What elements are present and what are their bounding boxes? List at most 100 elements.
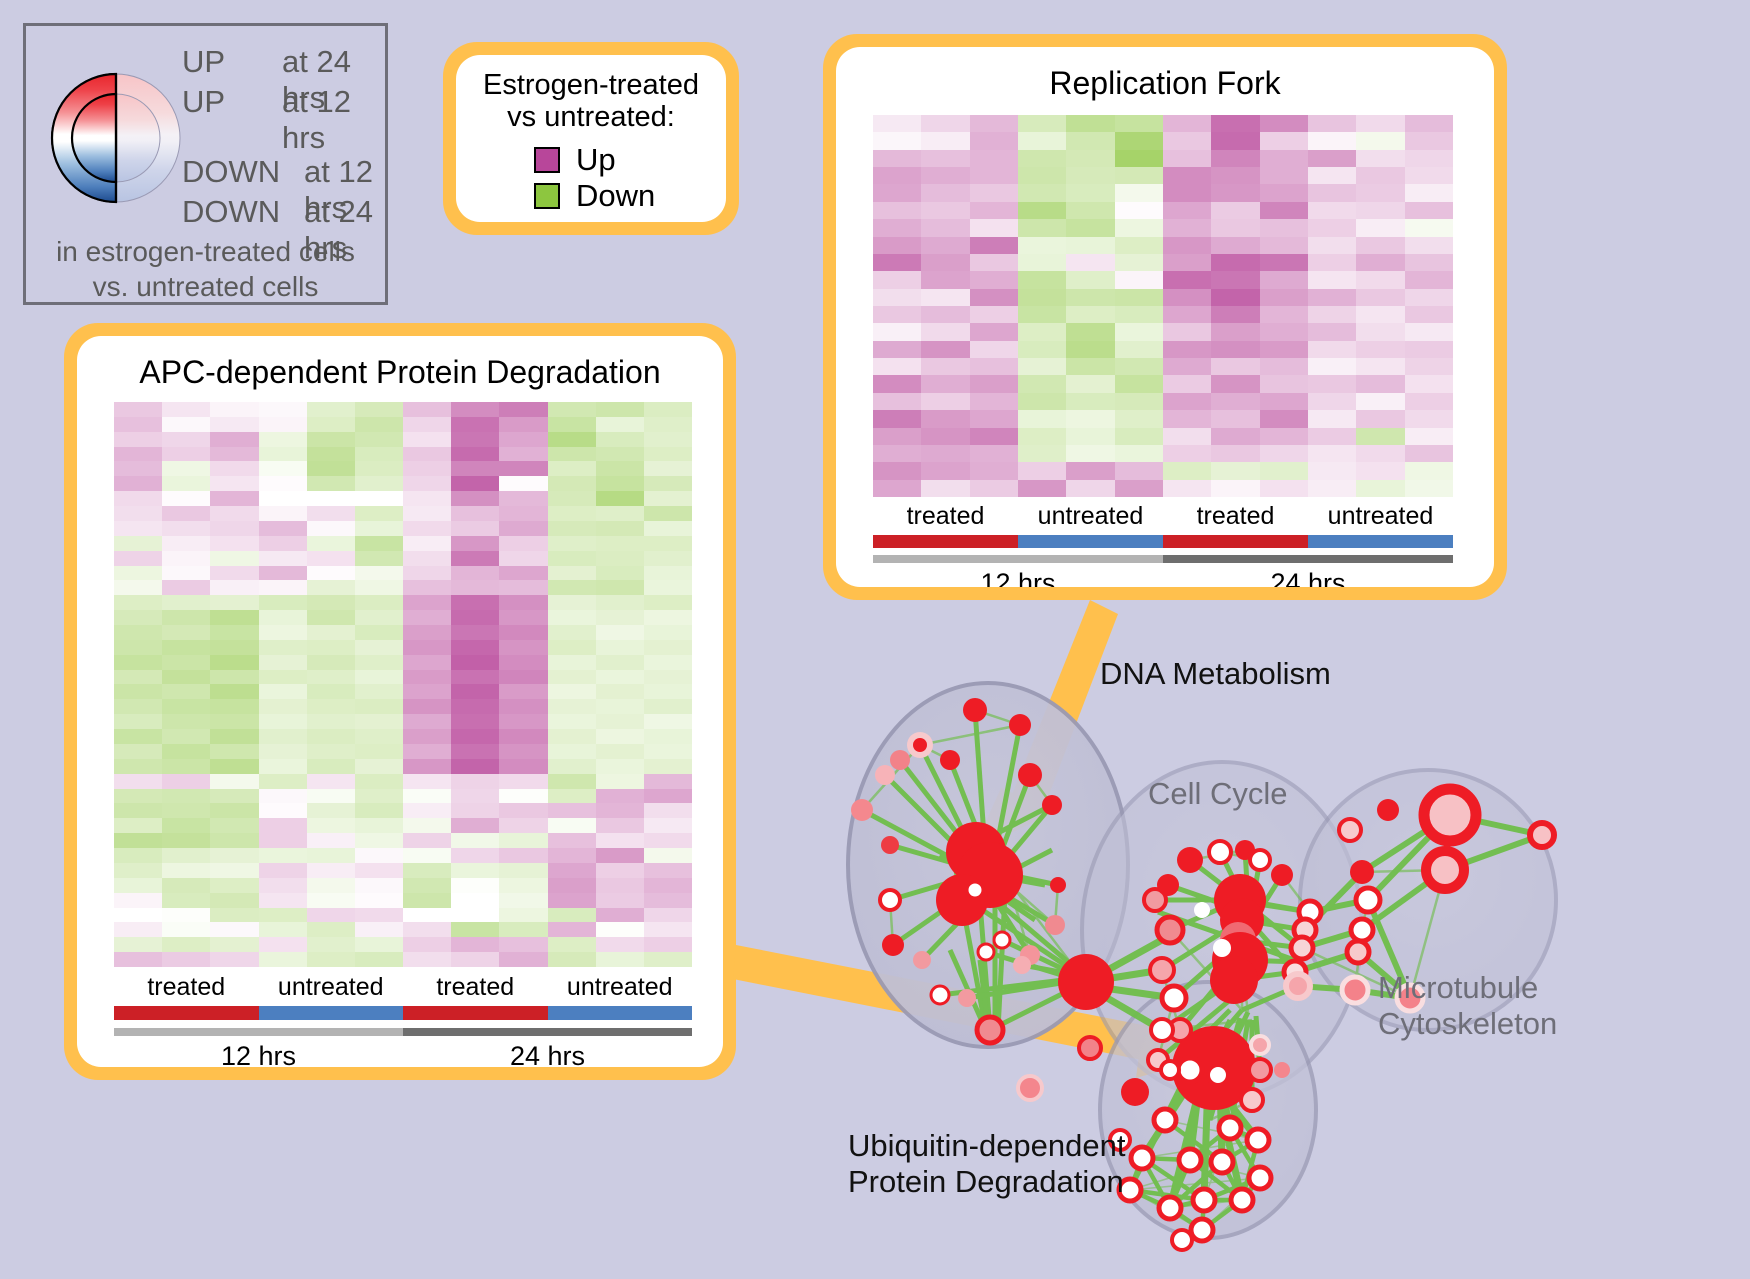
network-label-cell-cycle: Cell Cycle <box>1148 776 1288 811</box>
heatmap-cell <box>499 446 548 462</box>
apc-panel: APC-dependent Protein Degradation treate… <box>64 323 736 1080</box>
time-color-bar <box>403 1028 692 1036</box>
heatmap-cell <box>1114 201 1163 220</box>
heatmap-cell <box>1404 167 1453 185</box>
heatmap-cell <box>1307 340 1357 359</box>
heatmap-cell <box>1259 132 1308 150</box>
heatmap-cell <box>499 595 548 611</box>
heatmap-cell <box>643 491 692 507</box>
heatmap-cell <box>306 758 355 774</box>
heatmap-cell <box>306 476 355 492</box>
heatmap-cell <box>1356 271 1405 289</box>
heatmap-cell <box>1017 427 1067 445</box>
heatmap-cell <box>1404 253 1453 272</box>
group-label: treated <box>436 973 515 1001</box>
heatmap-cell <box>1307 392 1357 411</box>
heatmap-cell <box>1114 288 1163 306</box>
heatmap-cell <box>162 461 211 477</box>
heatmap-cell <box>873 305 922 324</box>
heatmap-cell <box>210 402 259 417</box>
heatmap-cell <box>403 595 452 611</box>
heatmap-cell <box>162 714 211 730</box>
heatmap-cell <box>1162 132 1212 150</box>
heatmap-cell <box>595 535 644 551</box>
heatmap-cell <box>258 446 307 462</box>
heatmap-cell <box>1307 479 1357 497</box>
heatmap-cell <box>873 410 922 428</box>
heatmap-cell <box>921 253 970 272</box>
heatmap-cell <box>499 862 548 878</box>
apc-group-labels: treated untreated treated untreated <box>114 973 692 1002</box>
heatmap-cell <box>1211 479 1260 497</box>
heatmap-cell <box>162 595 211 611</box>
heatmap-cell <box>403 922 452 938</box>
heatmap-cell <box>210 446 259 462</box>
heatmap-cell <box>499 402 548 417</box>
heatmap-cell <box>643 773 692 789</box>
heatmap-cell <box>1162 358 1212 376</box>
heatmap-cell <box>1162 410 1212 428</box>
heatmap-cell <box>306 803 355 819</box>
heatmap-cell <box>1114 427 1163 445</box>
heatmap-cell <box>451 758 500 774</box>
heatmap-cell <box>403 684 452 700</box>
heatmap-cell <box>451 416 500 432</box>
heatmap-cell <box>1404 149 1453 168</box>
heatmap-cell <box>258 952 307 967</box>
heatmap-cell <box>114 580 163 596</box>
heatmap-cell <box>162 402 211 417</box>
heatmap-cell <box>1307 444 1357 463</box>
heatmap-cell <box>403 476 452 492</box>
heatmap-cell <box>969 253 1018 272</box>
heatmap-cell <box>1066 201 1115 220</box>
heatmap-cell <box>306 402 355 417</box>
heatmap-cell <box>1066 392 1115 411</box>
heatmap-cell <box>451 952 500 967</box>
heatmap-cell <box>643 699 692 715</box>
heatmap-cell <box>969 358 1018 376</box>
heatmap-cell <box>162 476 211 492</box>
heatmap-cell <box>969 201 1018 220</box>
heatmap-cell <box>354 729 403 744</box>
heatmap-cell <box>162 416 211 432</box>
heatmap-cell <box>114 788 163 804</box>
heatmap-cell <box>114 461 163 477</box>
heatmap-cell <box>1017 219 1067 237</box>
heatmap-cell <box>921 444 970 463</box>
heatmap-cell <box>162 446 211 462</box>
replication-fork-panel: Replication Fork treated untreated treated… <box>823 34 1507 600</box>
heatmap-cell <box>547 535 596 551</box>
heatmap-cell <box>403 535 452 551</box>
heatmap-cell <box>547 550 596 566</box>
heatmap-cell <box>1066 375 1115 393</box>
heatmap-cell <box>210 610 259 626</box>
heatmap-cell <box>162 922 211 938</box>
heatmap-cell <box>210 550 259 566</box>
heatmap-cell <box>1404 392 1453 411</box>
heatmap-cell <box>921 184 970 202</box>
heatmap-cell <box>306 491 355 507</box>
heatmap-cell <box>499 461 548 477</box>
heatmap-cell <box>1162 340 1212 359</box>
heatmap-cell <box>114 520 163 536</box>
heatmap-cell <box>306 684 355 700</box>
heatmap-cell <box>162 565 211 581</box>
heatmap-cell <box>643 877 692 893</box>
heatmap-cell <box>969 392 1018 411</box>
heatmap-cell <box>499 625 548 640</box>
heatmap-cell <box>114 699 163 715</box>
heatmap-cell <box>547 952 596 967</box>
heatmap-cell <box>1162 427 1212 445</box>
heatmap-cell <box>595 788 644 804</box>
heatmap-cell <box>1307 167 1357 185</box>
heatmap-cell <box>306 506 355 521</box>
heatmap-cell <box>210 431 259 447</box>
heatmap-cell <box>1066 305 1115 324</box>
heatmap-cell <box>643 402 692 417</box>
heatmap-cell <box>1307 115 1357 133</box>
heatmap-cell <box>1066 479 1115 497</box>
group-label: treated <box>147 973 226 1001</box>
heatmap-cell <box>114 892 163 908</box>
heatmap-cell <box>451 535 500 551</box>
heatmap-cell <box>969 305 1018 324</box>
